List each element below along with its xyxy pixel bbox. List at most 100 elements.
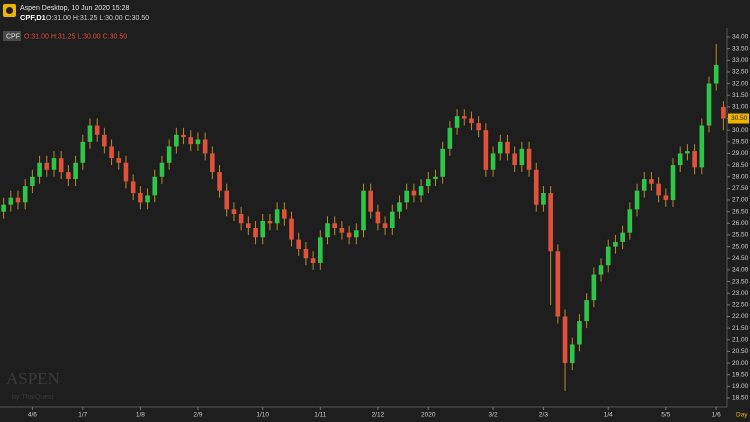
candle-body	[224, 190, 230, 210]
candle-body	[152, 176, 158, 196]
candle-body	[116, 158, 122, 163]
x-tick-label: 1/7	[78, 412, 87, 419]
x-tick-label: 3/2	[489, 412, 498, 419]
candle-body	[339, 227, 345, 233]
candle-body	[375, 211, 381, 224]
candle-body	[310, 258, 316, 263]
candle-body	[109, 146, 114, 159]
watermark-sub: by ThaiQuest	[12, 394, 54, 401]
candle-body	[44, 162, 50, 170]
y-tick-label: 25.50	[732, 232, 749, 239]
candle-body	[260, 220, 266, 238]
candle-body	[159, 162, 165, 177]
candle-body	[102, 134, 107, 147]
candle-body	[649, 179, 654, 184]
candle-body	[512, 153, 517, 166]
candle-body	[296, 239, 302, 249]
y-tick-label: 21.00	[732, 337, 749, 344]
candle-body	[94, 125, 100, 135]
candle-body	[555, 251, 561, 317]
y-tick-label: 20.00	[732, 360, 749, 367]
y-tick-label: 34.00	[732, 34, 749, 41]
y-tick-label: 19.50	[732, 371, 749, 378]
candle-body	[598, 265, 604, 275]
x-tick-label: 5/5	[661, 412, 670, 419]
candle-body	[231, 209, 237, 215]
y-tick-label: 24.00	[732, 267, 749, 274]
candle-body	[274, 209, 280, 224]
candle-body	[22, 186, 28, 203]
candle-body	[303, 248, 309, 259]
candle-body	[677, 153, 683, 166]
candle-body	[706, 83, 712, 126]
candle-body	[130, 181, 136, 194]
candle-body	[476, 123, 481, 131]
x-tick-label: 1/6	[712, 412, 721, 419]
candle-body	[670, 165, 676, 201]
y-tick-label: 20.50	[732, 348, 749, 355]
candle-body	[569, 344, 575, 364]
candle-body	[526, 148, 532, 170]
candle-body	[440, 148, 445, 177]
y-tick-label: 25.00	[732, 243, 749, 250]
candle-body	[368, 190, 374, 212]
x-tick-label: 2/3	[539, 412, 548, 419]
candle-body	[238, 214, 244, 224]
candle-body	[318, 237, 323, 263]
candle-body	[195, 139, 201, 145]
y-tick-label: 22.00	[732, 313, 749, 320]
y-tick-label: 29.00	[732, 150, 749, 157]
candle-body	[267, 220, 273, 224]
candle-body	[591, 274, 597, 301]
app-icon-mark	[6, 7, 13, 14]
candle-body	[497, 141, 503, 154]
candle-body	[613, 241, 618, 247]
candle-body	[210, 153, 215, 173]
x-unit: Day	[736, 412, 748, 419]
x-tick-label: 2/9	[193, 412, 202, 419]
candle-body	[51, 158, 57, 170]
candle-body	[433, 176, 438, 180]
last-price-bg	[728, 113, 749, 124]
candle-body	[217, 172, 222, 191]
candle-body	[469, 118, 474, 124]
candle-body	[361, 190, 366, 231]
candle-body	[1, 204, 6, 212]
candle-body	[138, 193, 143, 203]
candle-body	[188, 137, 194, 145]
candle-body	[721, 106, 726, 119]
candle-body	[253, 227, 258, 238]
candle-body	[634, 190, 640, 210]
badge: CPF	[6, 33, 20, 40]
y-tick-label: 26.00	[732, 220, 749, 227]
candle-body	[174, 134, 179, 147]
y-tick-label: 33.50	[732, 45, 749, 52]
candle-body	[620, 232, 625, 242]
candle-body	[166, 146, 172, 163]
candle-body	[418, 186, 424, 196]
y-tick-label: 33.00	[732, 57, 749, 64]
candle-body	[87, 125, 93, 142]
candle-body	[58, 158, 64, 173]
last-price-label: 30.50	[731, 115, 748, 122]
candle-body	[541, 193, 546, 205]
candle-body	[353, 230, 359, 238]
y-tick-label: 23.00	[732, 290, 749, 297]
candle-body	[289, 218, 294, 240]
candle-body	[461, 116, 467, 119]
candle-body	[577, 321, 582, 345]
candle-body	[533, 169, 539, 205]
candle-body	[411, 190, 417, 196]
candle-body	[548, 193, 553, 252]
y-tick-label: 29.50	[732, 139, 749, 146]
badge-bg	[3, 31, 21, 41]
y-tick-label: 21.50	[732, 325, 749, 332]
x-tick-label: 2/12	[372, 412, 385, 419]
y-tick-label: 18.50	[732, 395, 749, 402]
y-tick-label: 31.50	[732, 92, 749, 99]
candle-body	[123, 162, 129, 182]
candle-body	[346, 232, 352, 238]
badge-ohlc: O:31.00 H:31.25 L:30.00 C:30.50	[24, 33, 127, 40]
header-ohlc: O:31.00 H:31.25 L:30.00 C:30.50	[46, 15, 149, 22]
